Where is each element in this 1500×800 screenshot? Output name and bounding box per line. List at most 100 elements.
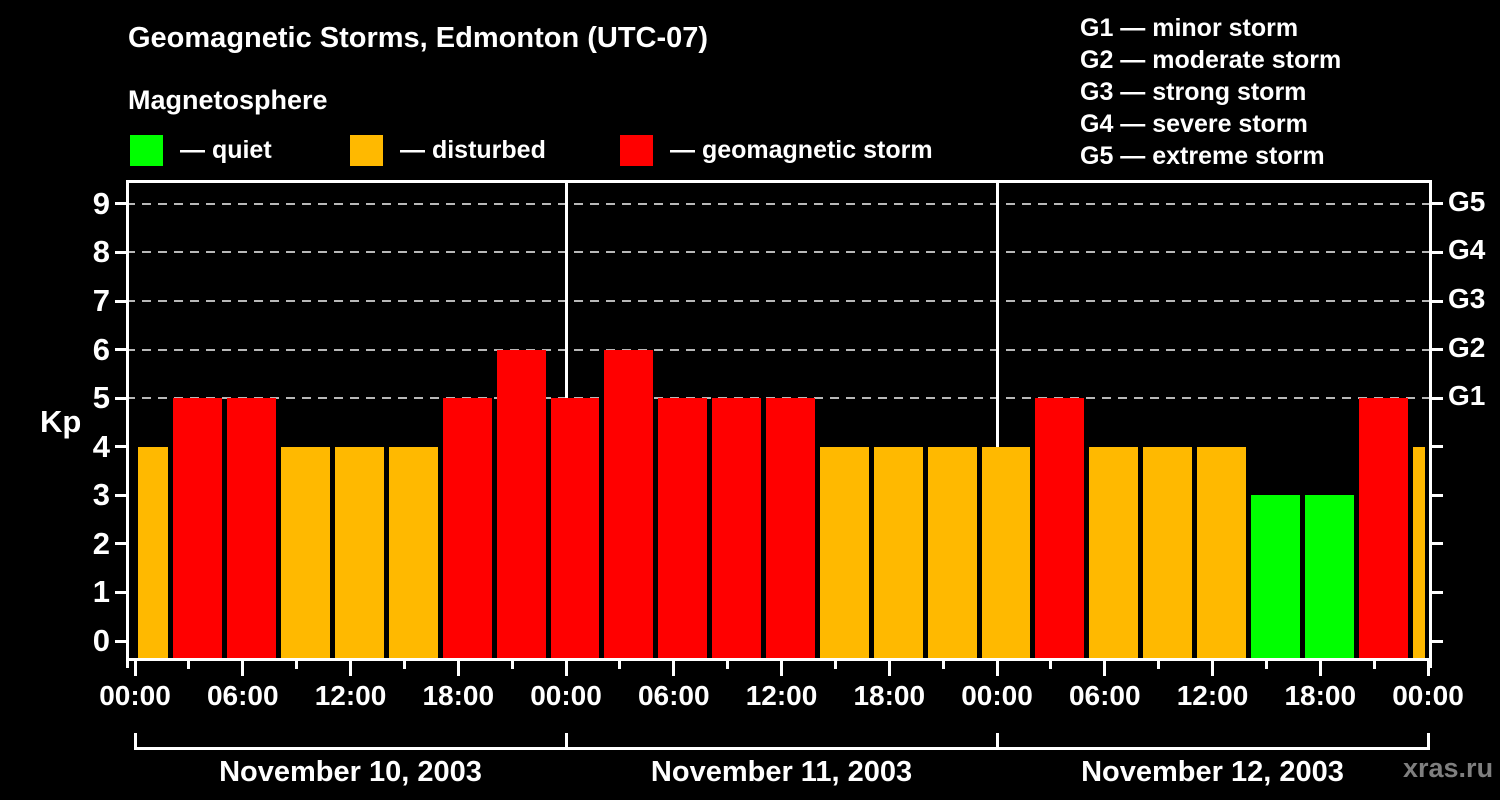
- day-bracket-tick: [564, 733, 568, 750]
- legend-item-quiet: — quiet: [130, 134, 272, 166]
- g-scale-label: G4: [1448, 234, 1486, 266]
- midnight-separator: [995, 182, 999, 658]
- x-tick-label: 06:00: [637, 680, 710, 711]
- x-axis-minor-tick: [187, 661, 191, 669]
- y-axis-tick: [1432, 396, 1443, 400]
- x-tick-label: 18:00: [422, 680, 495, 711]
- y-axis-tick: [115, 445, 126, 449]
- day-bracket-tick: [1426, 733, 1430, 750]
- date-label: November 10, 2003: [219, 756, 482, 788]
- y-gridline: [126, 251, 1432, 254]
- kp-bar: [604, 349, 654, 658]
- kp-bar: [227, 398, 277, 658]
- y-tick-label: 7: [92, 283, 110, 318]
- axis-spine-right: [1429, 180, 1432, 668]
- storm-scale-item-g3: G3 — strong storm: [1080, 78, 1307, 106]
- kp-bar: [981, 446, 1031, 658]
- quiet-color-swatch: [130, 134, 163, 166]
- y-tick-label: 3: [92, 477, 110, 513]
- x-axis-minor-tick: [1372, 661, 1376, 669]
- x-axis-minor-tick: [1157, 661, 1161, 669]
- y-axis-tick: [115, 202, 126, 206]
- kp-bar: [766, 398, 815, 658]
- x-axis-major-tick: [564, 661, 568, 676]
- y-gridline: [126, 202, 1432, 205]
- y-tick-label: 8: [92, 234, 110, 270]
- x-tick-label: 06:00: [1068, 680, 1141, 711]
- storm-scale-item-g2: G2 — moderate storm: [1080, 46, 1342, 74]
- day-bracket-line: [134, 747, 1429, 750]
- x-tick-label: 00:00: [1392, 680, 1464, 711]
- x-axis-minor-tick: [618, 661, 622, 669]
- storm-scale-item-g5: G5 — extreme storm: [1080, 142, 1325, 170]
- y-axis-tick: [115, 493, 126, 497]
- y-gridline: [126, 300, 1432, 302]
- x-axis-major-tick: [672, 661, 676, 676]
- y-tick-label: 5: [92, 380, 110, 416]
- kp-bar: [442, 398, 492, 658]
- page-title: Geomagnetic Storms, Edmonton (UTC-07): [128, 22, 709, 54]
- x-tick-label: 12:00: [314, 680, 387, 711]
- x-axis-minor-tick: [833, 661, 837, 669]
- date-label: November 12, 2003: [1081, 756, 1344, 788]
- x-tick-label: 18:00: [853, 680, 926, 711]
- kp-bar: [388, 446, 438, 658]
- legend-item-storm: — geomagnetic storm: [620, 134, 933, 166]
- g-scale-label: G5: [1448, 185, 1486, 217]
- g-scale-label: G1: [1448, 380, 1486, 412]
- kp-bar: [658, 398, 708, 658]
- kp-bar: [712, 398, 762, 658]
- x-axis-major-tick: [1318, 661, 1322, 676]
- legend-label: — disturbed: [400, 135, 546, 164]
- x-axis-major-tick: [133, 661, 137, 676]
- storm-scale-legend: G1 — minor storm G2 — moderate storm G3 …: [1080, 12, 1341, 172]
- x-axis-major-tick: [780, 661, 783, 676]
- y-axis-tick: [1432, 639, 1443, 643]
- x-axis-minor-tick: [510, 661, 514, 669]
- day-bracket-tick: [995, 733, 999, 750]
- storm-scale-item-g1: G1 — minor storm: [1080, 14, 1299, 42]
- y-axis-tick: [1432, 590, 1443, 594]
- kp-bar: [927, 446, 977, 658]
- y-tick-label: 4: [92, 428, 110, 464]
- y-tick-label: 1: [92, 574, 110, 610]
- x-axis-minor-tick: [295, 661, 299, 669]
- x-axis-minor-tick: [726, 661, 730, 669]
- kp-bar: [1035, 398, 1085, 658]
- y-axis-tick: [115, 348, 126, 352]
- y-tick-label: 0: [92, 623, 110, 658]
- disturbed-color-swatch: [350, 134, 383, 166]
- x-axis-major-tick: [1211, 661, 1214, 676]
- kp-bar: [550, 398, 600, 658]
- kp-bar: [1143, 446, 1193, 658]
- x-axis-major-tick: [887, 661, 891, 676]
- kp-bar: [1250, 495, 1300, 658]
- y-axis-tick: [1432, 202, 1443, 206]
- storm-color-swatch: [620, 134, 653, 166]
- g-scale-label: G2: [1448, 331, 1486, 363]
- y-axis-tick: [115, 639, 126, 643]
- x-tick-label: 12:00: [1176, 680, 1249, 711]
- legend-label: — geomagnetic storm: [670, 135, 933, 164]
- kp-bar: [873, 446, 923, 658]
- kp-bar: [1304, 495, 1354, 658]
- x-tick-label: 00:00: [99, 680, 171, 711]
- kp-bar: [819, 446, 869, 658]
- y-tick-label: 2: [92, 525, 110, 561]
- x-tick-label: 06:00: [206, 680, 279, 711]
- x-axis-minor-tick: [941, 661, 945, 669]
- kp-bar: [496, 349, 546, 658]
- x-tick-label: 00:00: [530, 680, 602, 711]
- date-label: November 11, 2003: [650, 756, 913, 788]
- x-tick-label: 12:00: [745, 680, 818, 711]
- x-axis-major-tick: [349, 661, 352, 676]
- y-axis-tick: [115, 396, 126, 400]
- g-scale-label: G3: [1448, 283, 1486, 314]
- kp-bar: [281, 446, 331, 658]
- storm-scale-item-g4: G4 — severe storm: [1080, 110, 1308, 138]
- legend-label: — quiet: [180, 135, 272, 164]
- x-tick-label: 18:00: [1284, 680, 1357, 711]
- y-tick-label: 6: [92, 331, 110, 367]
- watermark: xras.ru: [1403, 753, 1494, 783]
